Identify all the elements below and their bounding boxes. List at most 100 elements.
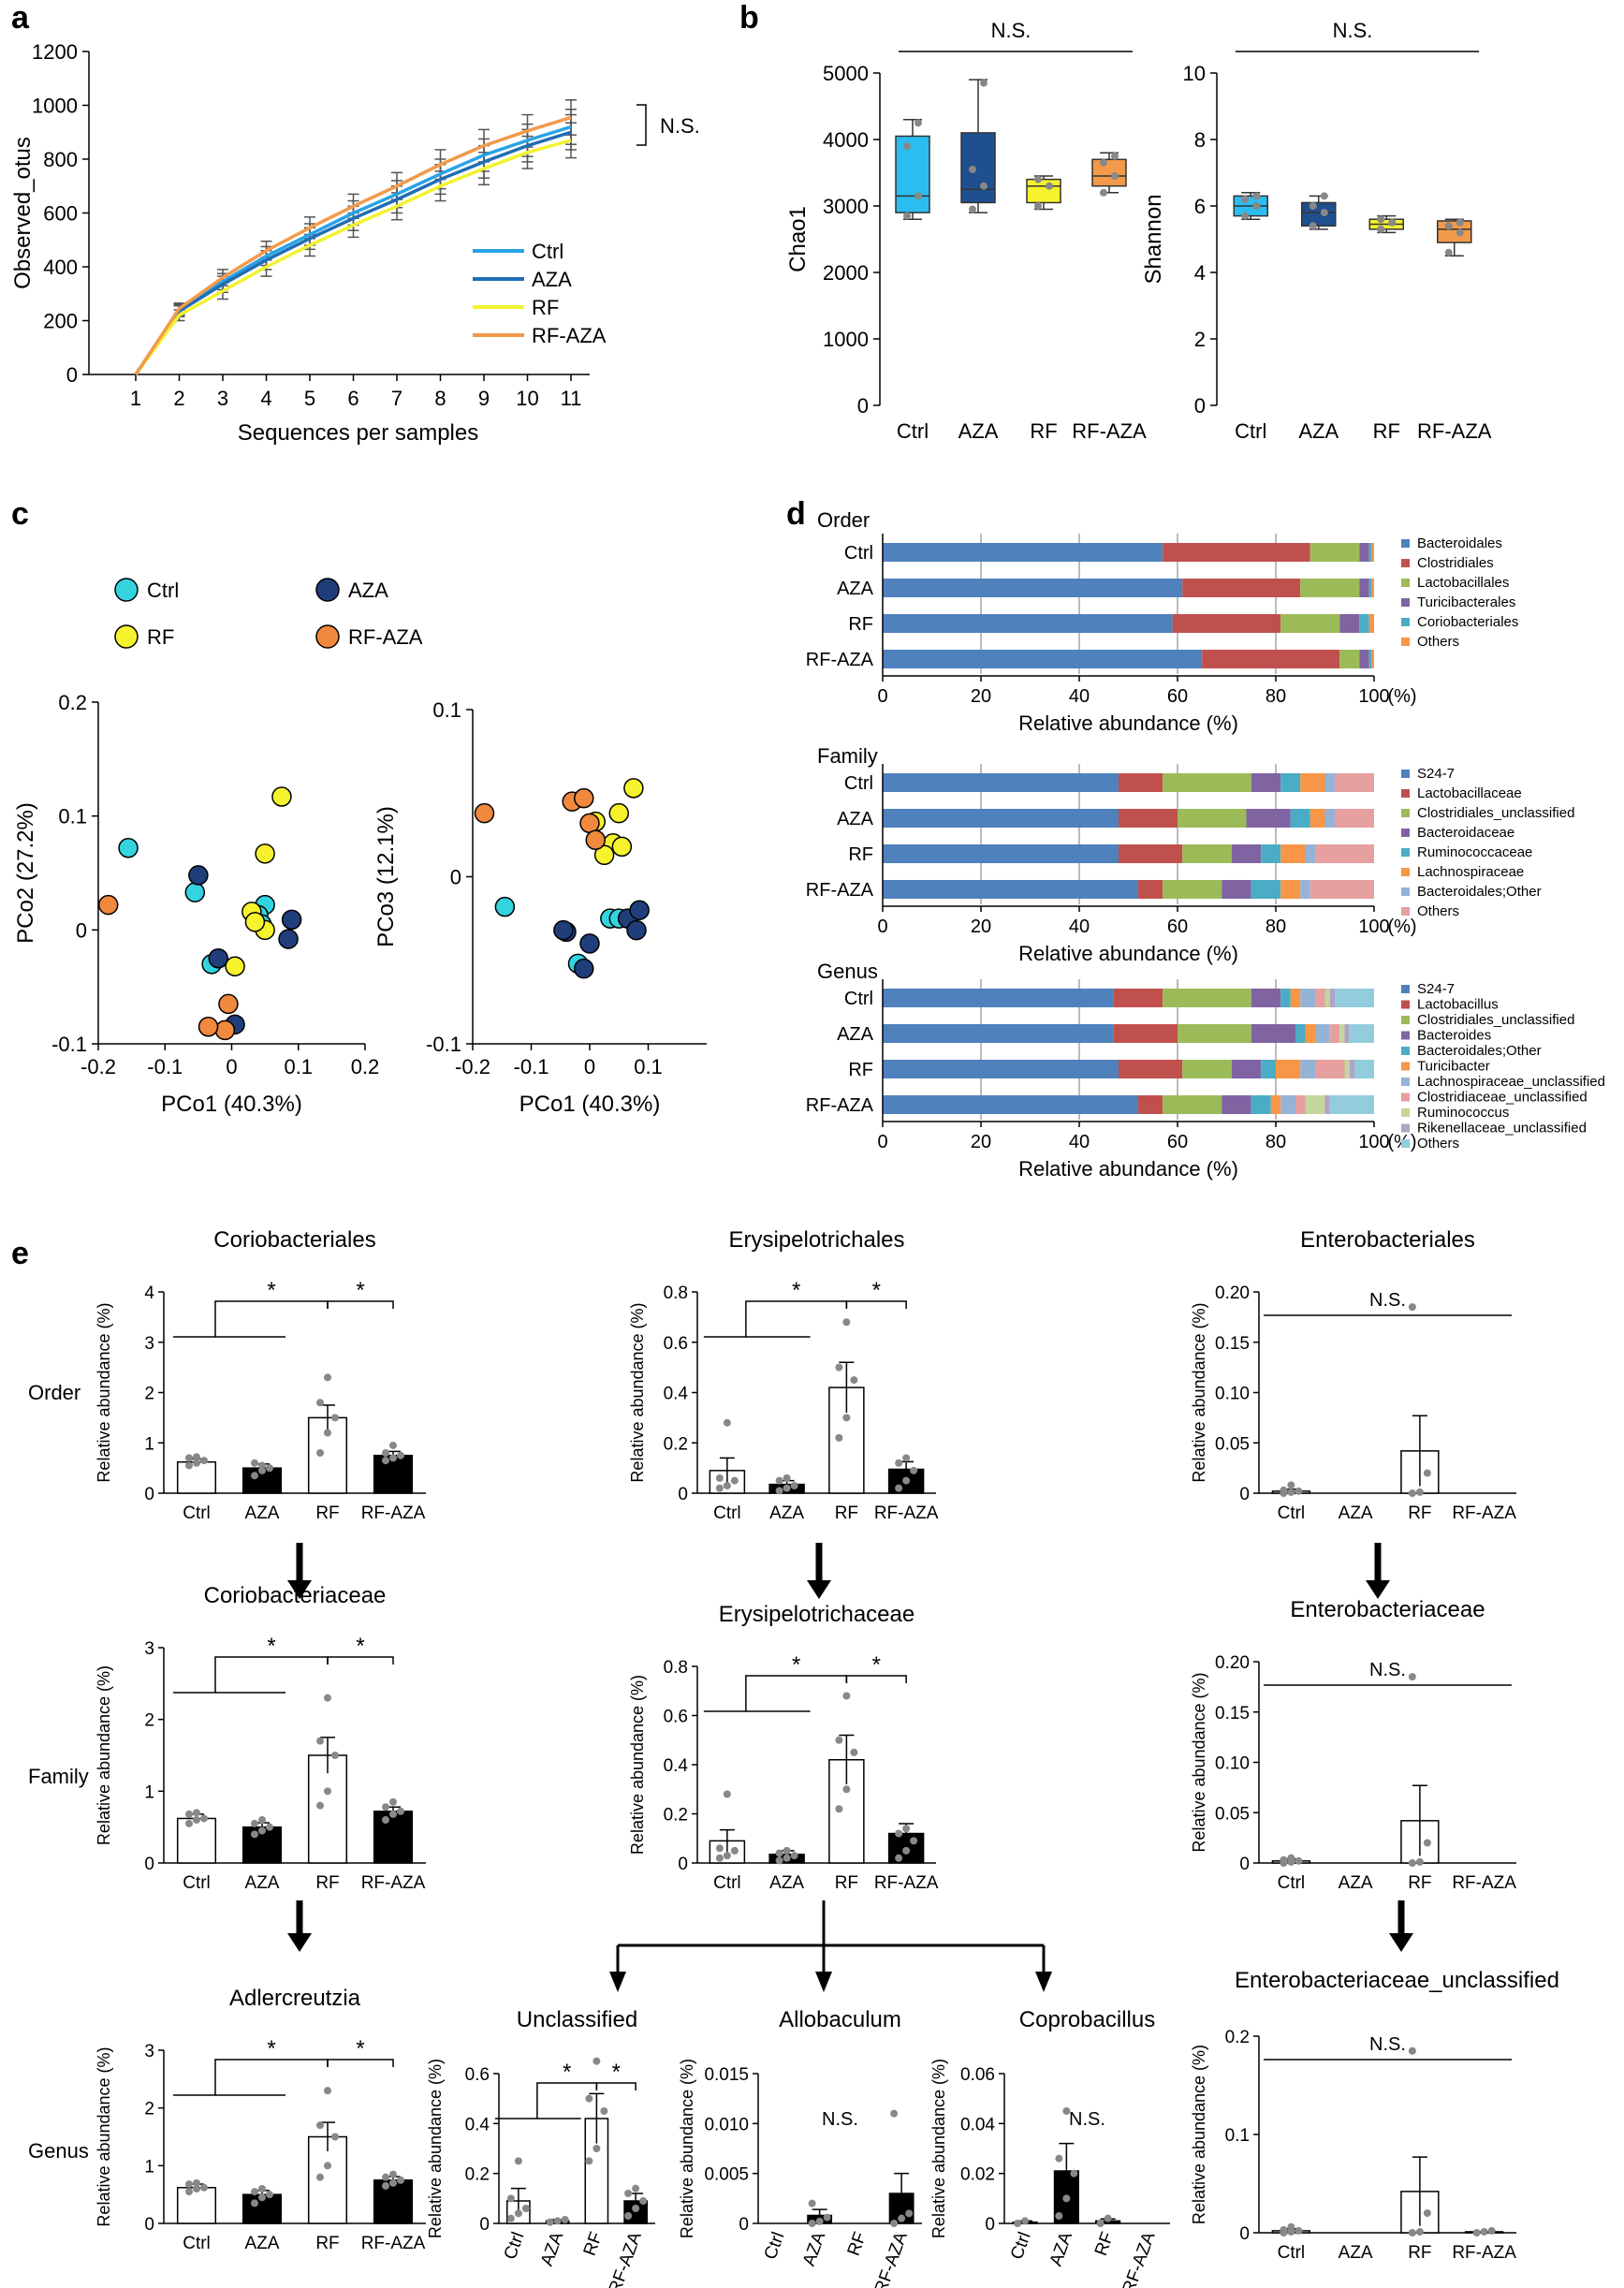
b2-point: [1444, 222, 1453, 230]
d3-segment-ruminococcus: [1339, 1024, 1345, 1043]
c-legend-label: RF-AZA: [348, 625, 423, 649]
e-gen-all-xtick-label: Ctrl: [761, 2230, 789, 2263]
d2-legend-label: Clostridiales_unclassified: [1417, 805, 1574, 821]
e-fam-ery-ytick-label: 0: [678, 1855, 688, 1874]
a-ytick-label: 800: [43, 148, 78, 171]
d2-segment-lactobacillaceae: [1138, 880, 1163, 899]
a-ytick-label: 1000: [32, 95, 78, 118]
e-ord-ery-point: [783, 1484, 791, 1492]
e-fam-ery-point: [835, 1805, 843, 1813]
e-ord-ent-title: Enterobacteriales: [1300, 1227, 1475, 1253]
c2-point-aza: [574, 958, 594, 979]
a-series-line-aza: [134, 130, 572, 375]
c2-xlabel: PCo1 (40.3%): [519, 1092, 661, 1117]
e-fam-ery-ytick-label: 0.6: [664, 1708, 688, 1727]
c2-point-rf-aza: [585, 829, 606, 850]
e-ord-ery-point: [895, 1484, 903, 1492]
d2-segment-bacteroidaceae: [1246, 809, 1291, 828]
e-gen-all-point: [890, 2220, 899, 2227]
b2-point: [1309, 222, 1317, 230]
e-gen-unc-point: [593, 2057, 601, 2065]
a-legend-label: Ctrl: [532, 240, 563, 263]
e-gen-unc-point: [506, 2194, 515, 2203]
e-gen-ent-xtick-label: AZA: [1339, 2243, 1373, 2263]
e-fam-ent-point: [1415, 1857, 1424, 1866]
c2-point-aza: [626, 919, 647, 941]
d1-category-label: RF: [848, 614, 873, 635]
d1-segment-bacteroidales: [883, 650, 1203, 668]
e-fam-ery-sig-bracket-left: [703, 1675, 848, 1712]
c1-xtick-label: 0.1: [284, 1055, 313, 1078]
c1-point-aza: [188, 865, 209, 886]
e-fam-ent-xtick-label: Ctrl: [1278, 1873, 1306, 1893]
d3-segment-clostridiales_unclassified: [1163, 989, 1251, 1007]
e-gen-adl-point: [258, 2193, 266, 2202]
d3-segment-clostridiaceae_unclassified: [1315, 989, 1325, 1007]
a-ytick-label: 400: [43, 256, 78, 279]
e-gen-unc-xtick-label: Ctrl: [501, 2230, 529, 2263]
e-ord-ent-point: [1415, 1488, 1424, 1496]
d2-segment-bacteroidales;other: [1324, 773, 1335, 792]
d3-segment-others: [1329, 1095, 1374, 1114]
e-fam-cor-point: [316, 1737, 324, 1745]
d2-category-label: RF: [848, 844, 873, 865]
e-fam-cor-point: [193, 1816, 200, 1824]
d2-category-label: RF-AZA: [806, 880, 874, 901]
e-ord-ery-point: [842, 1318, 851, 1327]
e-fam-ery-point: [775, 1856, 783, 1865]
e-gen-unc-sig-bracket-right: [595, 2082, 636, 2090]
e-gen-ent-ytick-label: 0: [1239, 2224, 1250, 2244]
c2-point-rf: [593, 844, 615, 866]
e-fam-cor-point: [324, 1694, 331, 1702]
d1-segment-others: [1371, 543, 1374, 562]
e-gen-all-ytick-label: 0: [739, 2215, 749, 2235]
d2-xtick-label: 60: [1167, 917, 1188, 937]
d2-segment-s24-7: [883, 809, 1119, 828]
d3-xtick-label: 60: [1167, 1132, 1188, 1152]
e-gen-cop-ytick-label: 0: [985, 2215, 995, 2235]
d3-category-label: AZA: [837, 1024, 874, 1045]
e-ord-cor-point: [200, 1457, 208, 1465]
a-ytick-label: 1200: [32, 40, 78, 64]
b1-point: [914, 192, 922, 200]
e-gen-ent-point: [1408, 2229, 1416, 2237]
d3-legend-swatch: [1401, 1047, 1410, 1055]
e-ord-cor-sig-star-left: *: [267, 1278, 275, 1303]
e-fam-cor-point: [266, 1823, 273, 1831]
d3-legend-label: S24-7: [1417, 981, 1455, 997]
d3-segment-clostridiaceae_unclassified: [1329, 1024, 1340, 1043]
c1-point-rf: [225, 956, 245, 977]
d2-legend-label: Bacteroidaceae: [1417, 825, 1514, 841]
d1-segment-coriobacteriales: [1359, 614, 1369, 633]
c1-point-rf: [244, 912, 266, 932]
d3-category-label: RF-AZA: [806, 1095, 874, 1116]
d3-segment-clostridiaceae_unclassified: [1295, 1095, 1306, 1114]
d3-segment-clostridiales_unclassified: [1182, 1060, 1232, 1078]
d3-legend-swatch: [1401, 985, 1410, 993]
e-gen-unc-sig-star-left: *: [563, 2060, 571, 2085]
e-fam-ery-point: [783, 1846, 791, 1855]
e-gen-adl-ytick-label: 3: [144, 2042, 154, 2061]
d2-legend-label: S24-7: [1417, 766, 1455, 782]
b2-point: [1444, 248, 1453, 257]
e-gen-ent-ylabel: Relative abundance (%): [1190, 2045, 1208, 2224]
d2-xlabel: Relative abundance (%): [1018, 942, 1238, 965]
e-ord-cor-point: [266, 1464, 273, 1473]
e-gen-ent-point: [1472, 2229, 1481, 2237]
a-ylabel: Observed_otus: [10, 137, 36, 289]
d2-category-label: AZA: [837, 809, 874, 829]
a-xtick-label: 3: [217, 387, 228, 410]
e-ord-ent-ytick-label: 0.20: [1215, 1283, 1250, 1303]
e-gen-unc-ytick-label: 0.6: [465, 2065, 490, 2085]
e-ord-ery-point: [775, 1487, 783, 1495]
e-ord-ery-point: [835, 1363, 843, 1371]
e-gen-cop-point: [1062, 2107, 1071, 2115]
b2-ytick-label: 6: [1194, 195, 1206, 218]
d1-segment-clostridiales: [1163, 543, 1310, 562]
e-ord-ery-sig-bracket-left: [703, 1300, 848, 1338]
d3-xtick-label: 0: [877, 1132, 887, 1152]
e-fam-ery-point: [723, 1790, 731, 1798]
e-fam-cor-sig-bracket-right: [327, 1656, 394, 1665]
e-gen-ent-sig-label: N.S.: [1369, 2034, 1406, 2055]
d3-legend-label: Clostridiales_unclassified: [1417, 1012, 1574, 1028]
